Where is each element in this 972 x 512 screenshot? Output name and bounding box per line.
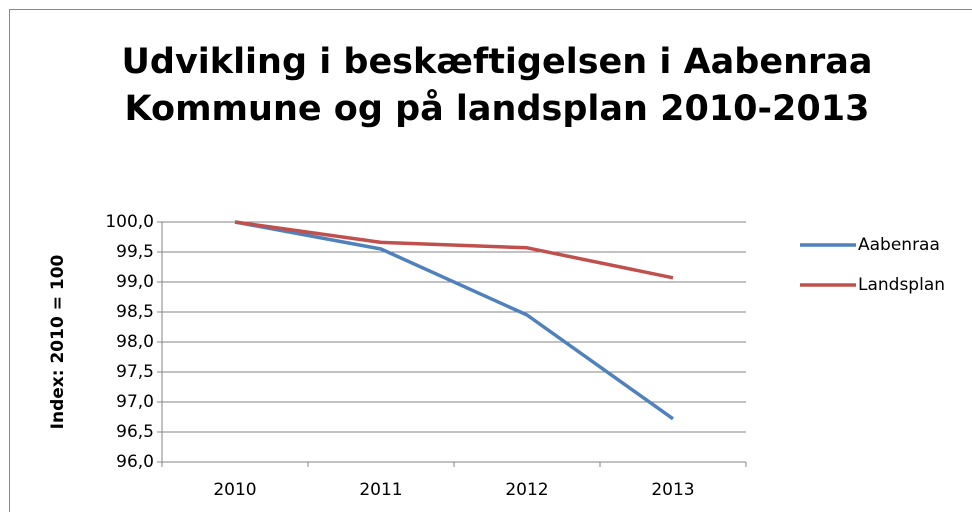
legend-label: Aabenraa	[858, 235, 940, 255]
y-tick-label: 99,0	[116, 272, 154, 292]
chart-title: Udvikling i beskæftigelsen i Aabenraa	[122, 42, 873, 82]
y-tick-label: 98,5	[116, 302, 154, 322]
x-tick-label: 2011	[359, 480, 402, 500]
x-tick-label: 2012	[505, 480, 548, 500]
y-tick-label: 100,0	[105, 212, 154, 232]
chart-title: Kommune og på landsplan 2010-2013	[125, 88, 870, 129]
data-line	[234, 220, 675, 421]
legend-label: Landsplan	[858, 275, 945, 295]
y-tick-label: 96,0	[116, 452, 154, 472]
y-tick-label: 97,0	[116, 392, 154, 412]
y-tick-label: 98,0	[116, 332, 154, 352]
y-axis-label: Index: 2010 = 100	[48, 254, 68, 429]
chart-border	[9, 9, 972, 512]
data-line	[234, 220, 674, 280]
y-tick-label: 97,5	[116, 362, 154, 382]
x-tick-label: 2013	[651, 480, 694, 500]
y-tick-label: 96,5	[116, 422, 154, 442]
y-tick-label: 99,5	[116, 242, 154, 262]
x-tick-label: 2010	[213, 480, 256, 500]
